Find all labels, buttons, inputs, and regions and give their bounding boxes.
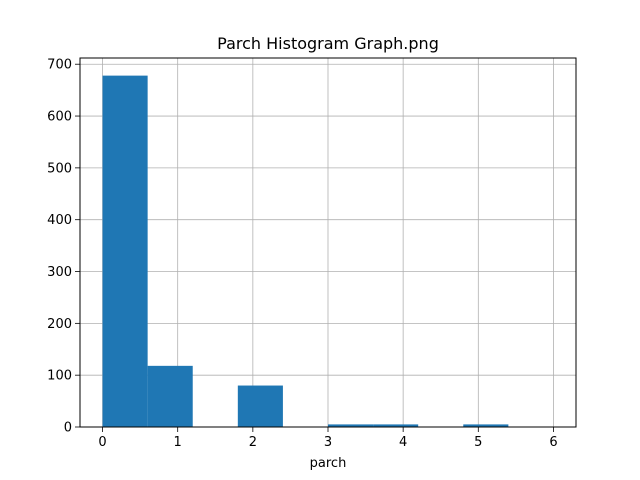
histogram-bar xyxy=(328,424,374,427)
histogram-bar xyxy=(237,385,283,427)
y-tick-label: 500 xyxy=(47,161,72,176)
y-tick-label: 0 xyxy=(64,421,72,436)
x-tick-label: 5 xyxy=(474,435,482,450)
histogram-bar xyxy=(147,365,193,427)
chart-title: Parch Histogram Graph.png xyxy=(217,34,439,53)
y-tick-label: 100 xyxy=(47,369,72,384)
histogram-bar xyxy=(463,424,509,427)
histogram-bar xyxy=(373,424,419,427)
x-tick-label: 4 xyxy=(399,435,407,450)
y-tick-label: 600 xyxy=(47,110,72,125)
x-tick-label: 1 xyxy=(174,435,182,450)
bars xyxy=(102,75,509,427)
y-tick-label: 400 xyxy=(47,213,72,228)
y-tick-label: 300 xyxy=(47,265,72,280)
y-tick-label: 200 xyxy=(47,317,72,332)
y-tick-label: 700 xyxy=(47,58,72,73)
x-axis-label: parch xyxy=(310,456,347,471)
x-tick-label: 3 xyxy=(324,435,332,450)
ticks: 0 1 2 3 4 5 6 0 100 200 300 400 500 600 700 xyxy=(47,58,557,450)
x-tick-label: 0 xyxy=(98,435,106,450)
x-tick-label: 6 xyxy=(549,435,557,450)
histogram-bar xyxy=(102,75,148,427)
x-tick-label: 2 xyxy=(249,435,257,450)
